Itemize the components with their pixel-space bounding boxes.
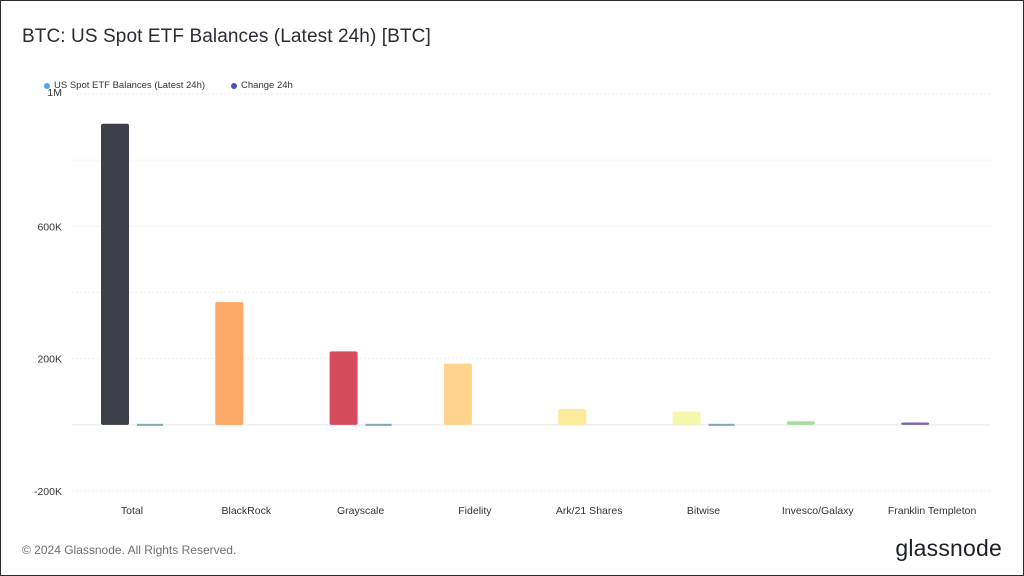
bar-balance[interactable] [672, 411, 701, 425]
category-label: Ark/21 Shares [556, 505, 623, 517]
bar-balance[interactable] [329, 351, 358, 425]
category-label: Grayscale [337, 505, 384, 517]
bar-balance[interactable] [786, 421, 815, 425]
copyright-footer: © 2024 Glassnode. All Rights Reserved. [22, 543, 237, 557]
bar-balance[interactable] [901, 422, 930, 425]
legend-label-change: Change 24h [241, 80, 293, 91]
category-label: Fidelity [458, 505, 492, 517]
chart-title: BTC: US Spot ETF Balances (Latest 24h) [… [22, 26, 431, 47]
y-tick-label: 200K [37, 354, 62, 366]
bar-balance[interactable] [101, 123, 129, 425]
chart-legend: US Spot ETF Balances (Latest 24h) Change… [44, 80, 293, 91]
category-label: Invesco/Galaxy [782, 505, 855, 517]
legend-dot-balances [44, 82, 50, 89]
bar-change[interactable] [708, 423, 735, 426]
legend-label-balances: US Spot ETF Balances (Latest 24h) [54, 80, 206, 91]
legend-dot-change [231, 82, 238, 89]
bar-balance[interactable] [558, 408, 587, 425]
y-tick-label: 600K [37, 221, 62, 233]
legend-item-balances[interactable]: US Spot ETF Balances (Latest 24h) [44, 80, 205, 91]
y-tick-label: 1M [47, 87, 62, 99]
bar-change[interactable] [137, 423, 163, 426]
category-label: BlackRock [221, 505, 271, 517]
legend-item-change[interactable]: Change 24h [231, 80, 293, 91]
category-label: Total [121, 505, 143, 517]
glassnode-logo: glassnode [895, 535, 1002, 561]
bar-change[interactable] [365, 423, 392, 426]
category-label: Bitwise [687, 505, 720, 517]
bar-balance[interactable] [215, 302, 244, 425]
y-tick-label: -200K [34, 486, 62, 498]
category-label: Franklin Templeton [888, 505, 977, 517]
bar-balance[interactable] [443, 363, 472, 425]
